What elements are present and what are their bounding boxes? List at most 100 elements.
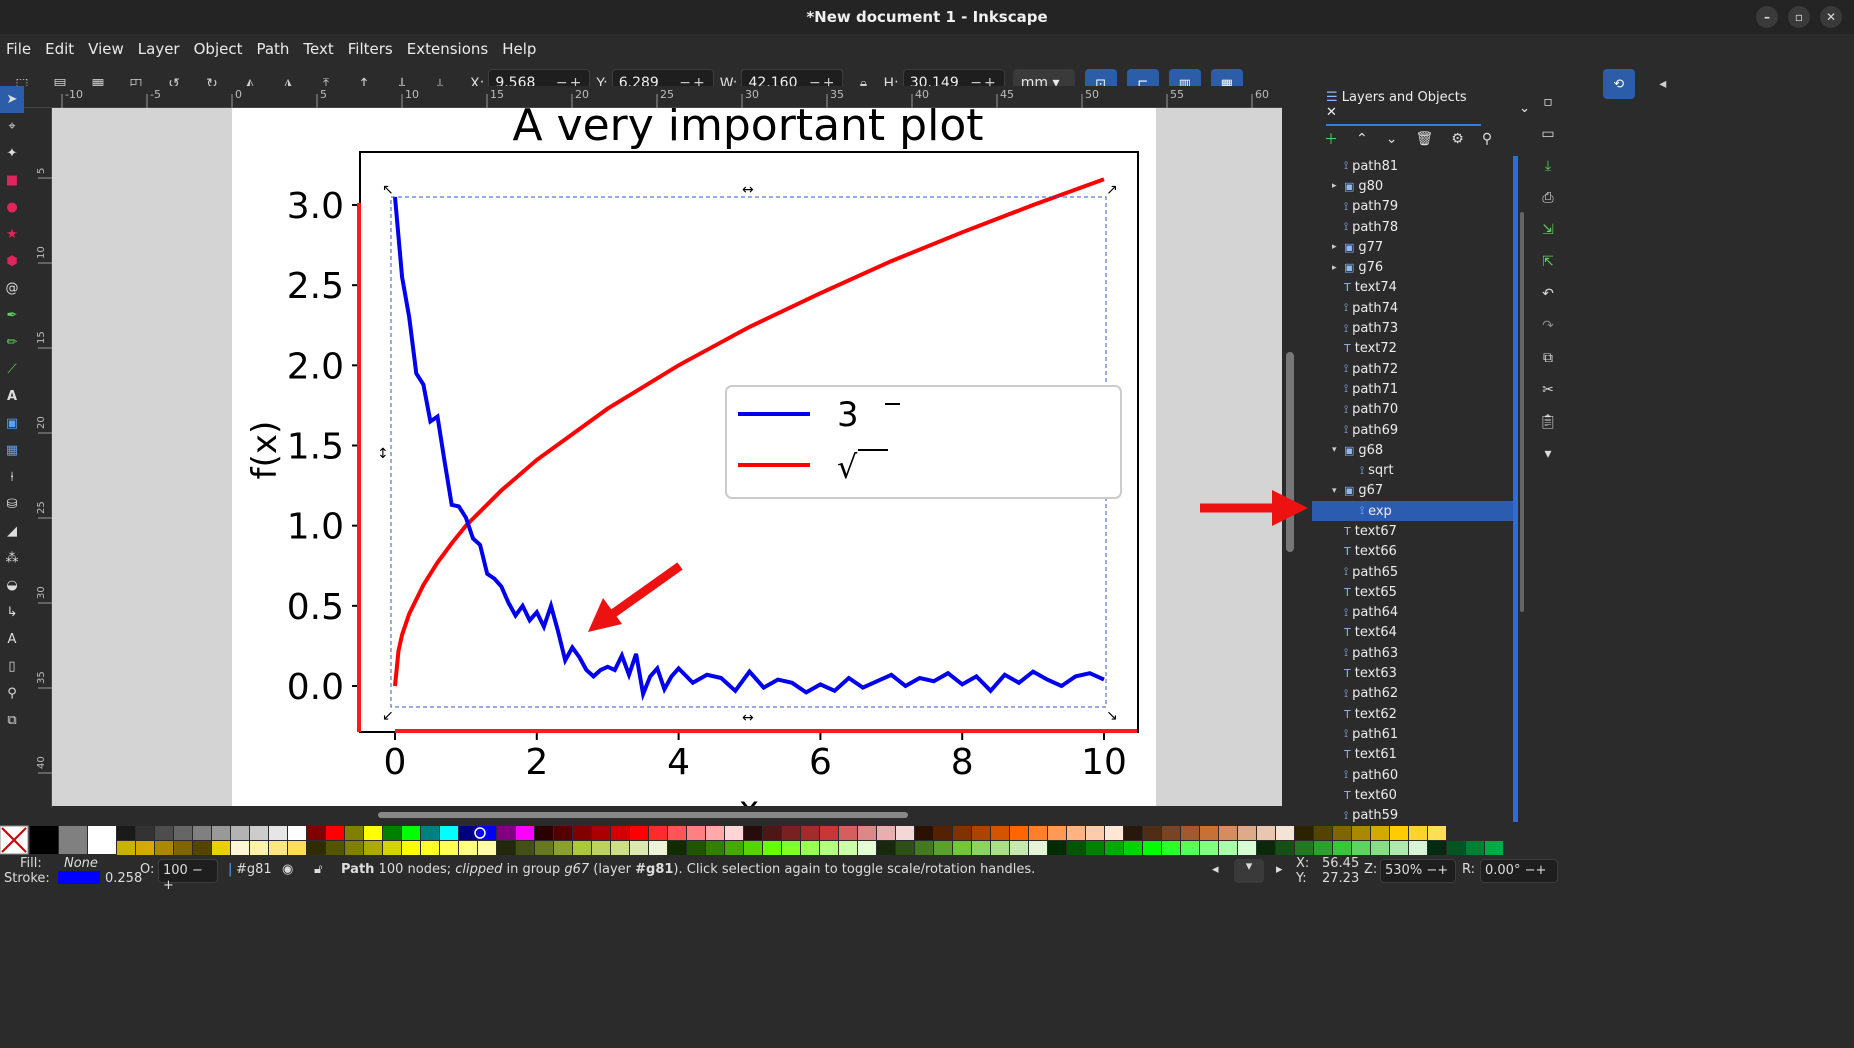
object-row[interactable]: ▸ ▣ g80 xyxy=(1312,176,1518,197)
color-swatch[interactable] xyxy=(687,826,705,840)
color-swatch[interactable] xyxy=(820,841,838,855)
color-swatch[interactable] xyxy=(801,826,819,840)
pen-tool-icon[interactable]: ✒ xyxy=(6,308,18,323)
expand-arrow-icon[interactable]: ▾ xyxy=(1332,445,1337,456)
color-swatch[interactable] xyxy=(155,826,173,840)
status-next-icon[interactable]: ▸ xyxy=(1276,862,1283,877)
color-swatch[interactable] xyxy=(858,826,876,840)
flip-horizontal-icon[interactable]: ◭ xyxy=(244,76,256,92)
color-swatch[interactable] xyxy=(1048,826,1066,840)
color-swatch[interactable] xyxy=(782,841,800,855)
color-swatch[interactable] xyxy=(402,841,420,855)
color-swatch[interactable] xyxy=(117,841,135,855)
delete-icon[interactable]: 🗑︎ xyxy=(1415,131,1434,147)
color-swatch[interactable] xyxy=(231,826,249,840)
color-swatch[interactable] xyxy=(364,841,382,855)
expand-arrow-icon[interactable]: ▸ xyxy=(1332,262,1337,273)
gradient-tool-icon[interactable]: ▣ xyxy=(5,416,19,431)
color-swatch[interactable] xyxy=(1105,841,1123,855)
color-swatch[interactable] xyxy=(839,841,857,855)
color-swatch[interactable] xyxy=(630,841,648,855)
color-swatch[interactable] xyxy=(30,826,58,854)
menu-extensions[interactable]: Extensions xyxy=(406,40,489,58)
color-swatch[interactable] xyxy=(592,826,610,840)
handle-top-left[interactable]: ↖ xyxy=(382,182,394,198)
color-swatch[interactable] xyxy=(763,826,781,840)
tweak-tool-icon[interactable]: ✦ xyxy=(6,146,18,161)
object-row[interactable]: ⟟ exp xyxy=(1312,501,1518,522)
color-swatch[interactable] xyxy=(839,826,857,840)
color-swatch[interactable] xyxy=(174,841,192,855)
fill-value[interactable]: None xyxy=(64,856,98,871)
expand-arrow-icon[interactable]: ▸ xyxy=(1332,242,1337,253)
raise-to-top-icon[interactable]: ⤒ xyxy=(322,76,330,92)
move-up-icon[interactable]: ⌃ xyxy=(1356,131,1368,147)
new-document-icon[interactable]: ▫ xyxy=(1543,94,1553,110)
color-swatch[interactable] xyxy=(953,841,971,855)
color-swatch[interactable] xyxy=(1200,841,1218,855)
status-prev-icon[interactable]: ◂ xyxy=(1212,862,1219,877)
color-swatch[interactable] xyxy=(1447,841,1465,855)
color-swatch[interactable] xyxy=(1371,826,1389,840)
color-swatch[interactable] xyxy=(1162,826,1180,840)
pages-tool-icon[interactable]: ▯ xyxy=(8,659,16,674)
object-row[interactable]: ⟟ path63 xyxy=(1312,643,1518,664)
color-swatch[interactable] xyxy=(573,826,591,840)
color-swatch[interactable] xyxy=(1029,841,1047,855)
stroke-swatch[interactable] xyxy=(58,871,100,884)
color-swatch[interactable] xyxy=(1466,841,1484,855)
color-swatch[interactable] xyxy=(1314,841,1332,855)
object-row[interactable]: ⟟ path73 xyxy=(1312,318,1518,339)
color-swatch[interactable] xyxy=(345,826,363,840)
color-swatch[interactable] xyxy=(668,826,686,840)
tab-layers-objects[interactable]: ☰ Layers and Objects ✕ xyxy=(1326,90,1482,126)
color-swatch[interactable] xyxy=(231,841,249,855)
color-swatch[interactable] xyxy=(896,841,914,855)
color-swatch[interactable] xyxy=(1352,841,1370,855)
object-row[interactable]: ▸ ▣ g77 xyxy=(1312,237,1518,258)
color-swatch[interactable] xyxy=(535,841,553,855)
undo-icon[interactable]: ↶ xyxy=(1542,286,1554,302)
color-swatch[interactable] xyxy=(136,826,154,840)
color-swatch[interactable] xyxy=(1390,841,1408,855)
zoom-input[interactable]: 530% −+ xyxy=(1380,859,1456,883)
color-swatch[interactable] xyxy=(744,826,762,840)
color-swatch[interactable] xyxy=(59,826,87,854)
color-swatch[interactable] xyxy=(782,826,800,840)
menu-object[interactable]: Object xyxy=(193,40,243,58)
color-swatch[interactable] xyxy=(1390,826,1408,840)
menu-view[interactable]: View xyxy=(88,40,124,58)
close-tab-icon[interactable]: ✕ xyxy=(1326,105,1337,120)
color-swatch[interactable] xyxy=(573,841,591,855)
open-icon[interactable]: ▭ xyxy=(1541,126,1555,142)
menu-filters[interactable]: Filters xyxy=(347,40,393,58)
color-swatch[interactable] xyxy=(592,841,610,855)
redo-icon[interactable]: ↷ xyxy=(1542,318,1554,334)
color-swatch[interactable] xyxy=(1333,841,1351,855)
color-swatch[interactable] xyxy=(554,826,572,840)
color-swatch[interactable] xyxy=(497,826,515,840)
zoom-tool-icon[interactable]: ⚲ xyxy=(7,686,17,701)
color-swatch[interactable] xyxy=(288,841,306,855)
color-swatch[interactable] xyxy=(307,826,325,840)
import-icon[interactable]: ⇲ xyxy=(1542,222,1554,238)
color-swatch[interactable] xyxy=(649,841,667,855)
color-swatch[interactable] xyxy=(1257,826,1275,840)
color-swatch[interactable] xyxy=(383,841,401,855)
color-swatch[interactable] xyxy=(1219,826,1237,840)
rectangle-tool-icon[interactable]: ■ xyxy=(5,173,19,188)
measure-tool-icon[interactable]: ⧉ xyxy=(7,713,17,728)
pencil-tool-icon[interactable]: ✏ xyxy=(6,335,18,350)
color-swatch[interactable] xyxy=(193,841,211,855)
color-swatch[interactable] xyxy=(1409,841,1427,855)
color-swatch[interactable] xyxy=(516,841,534,855)
color-swatch[interactable] xyxy=(174,826,192,840)
color-swatch[interactable] xyxy=(934,841,952,855)
settings-icon[interactable]: ⚙ xyxy=(1451,131,1464,147)
